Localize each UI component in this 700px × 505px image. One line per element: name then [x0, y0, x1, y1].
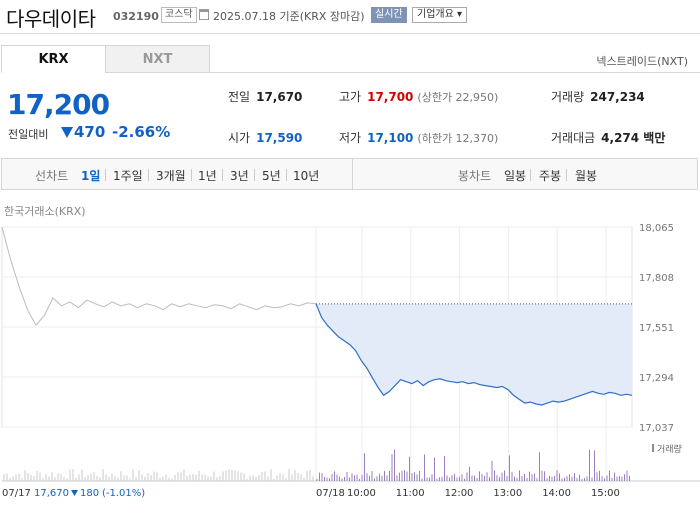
- price-chart: 18,065 17,808 17,551 17,294 17,037 07/18 10:00…: [1, 223, 700, 499]
- y-tick-label: 17,037: [639, 423, 674, 434]
- candle-monthly[interactable]: 월봉: [575, 169, 598, 183]
- x-tick-label: 10:00: [347, 488, 376, 499]
- x-tick-label: 15:00: [591, 488, 620, 499]
- volume: 거래량 247,234: [551, 90, 645, 104]
- x-tick-label: 07/18: [316, 488, 345, 499]
- period-10y[interactable]: 10년: [293, 169, 320, 183]
- x-tick-label: 13:00: [493, 488, 522, 499]
- market-badge: 코스닥: [161, 7, 197, 23]
- calendar-icon: [199, 9, 209, 20]
- prev-day-down-icon: [71, 490, 78, 496]
- nxt-link[interactable]: 넥스트레이드(NXT): [596, 55, 688, 68]
- period-5y[interactable]: 5년: [262, 169, 281, 183]
- candle-weekly[interactable]: 주봉: [539, 169, 562, 183]
- x-tick-label: 14:00: [542, 488, 571, 499]
- y-tick-label: 18,065: [639, 223, 674, 234]
- period-1d[interactable]: 1일: [81, 169, 101, 183]
- down-arrow-icon: [61, 127, 73, 138]
- prev-close: 전일 17,670: [228, 90, 303, 104]
- prev-day-change: 180: [80, 488, 99, 499]
- prev-day-close: 17,670: [34, 488, 69, 499]
- base-date: 2025.07.18 기준(KRX 장마감): [213, 10, 365, 23]
- y-tick-label: 17,294: [639, 373, 674, 384]
- tab-nxt[interactable]: NXT: [105, 45, 210, 73]
- period-3y[interactable]: 3년: [230, 169, 249, 183]
- stock-code: 032190: [113, 10, 159, 23]
- stock-name: 다우데이타: [6, 7, 96, 31]
- today-price-line: [315, 303, 633, 406]
- prev-day-date: 07/17: [2, 488, 31, 499]
- volume-legend-label: 거래량: [657, 443, 682, 455]
- candle-daily[interactable]: 일봉: [504, 169, 527, 183]
- stock-header: 다우데이타 032190 코스닥 2025.07.18 기준(KRX 장마감) …: [0, 0, 700, 34]
- today-fill-area: [316, 303, 632, 405]
- tab-divider: [210, 72, 700, 73]
- prev-day-change-pct: (-1.01%): [102, 488, 145, 499]
- change-amount: 470: [74, 123, 106, 141]
- current-price: 17,200: [7, 88, 110, 121]
- realtime-button[interactable]: 실시간: [371, 7, 407, 23]
- change-percent: -2.66%: [112, 123, 171, 141]
- y-tick-label: 17,808: [639, 273, 674, 284]
- period-1y[interactable]: 1년: [198, 169, 217, 183]
- line-chart-label: 선차트: [35, 169, 69, 183]
- high-price: 고가 17,700 (상한가 22,950): [339, 90, 499, 104]
- period-3m[interactable]: 3개월: [156, 169, 186, 183]
- period-bar: 선차트 1일 1주일 3개월 1년 3년 5년 10년 봉차트 일봉 주봉 월봉: [1, 158, 698, 190]
- trade-value: 거래대금 4,274 백만: [551, 131, 666, 145]
- change-label: 전일대비: [8, 128, 49, 141]
- company-info-button[interactable]: 기업개요 ▾: [412, 7, 468, 23]
- prev-day-line: [1, 226, 317, 327]
- x-tick-label: 11:00: [396, 488, 425, 499]
- chart-source: 한국거래소(KRX): [4, 205, 86, 218]
- candle-chart-label: 봉차트: [458, 169, 492, 183]
- low-price: 저가 17,100 (하한가 12,370): [339, 131, 499, 145]
- y-tick-label: 17,551: [639, 323, 674, 334]
- x-tick-label: 12:00: [445, 488, 474, 499]
- period-1w[interactable]: 1주일: [113, 169, 143, 183]
- volume-legend-swatch: [652, 444, 654, 452]
- open-price: 시가 17,590: [228, 131, 303, 145]
- tab-krx[interactable]: KRX: [1, 45, 106, 73]
